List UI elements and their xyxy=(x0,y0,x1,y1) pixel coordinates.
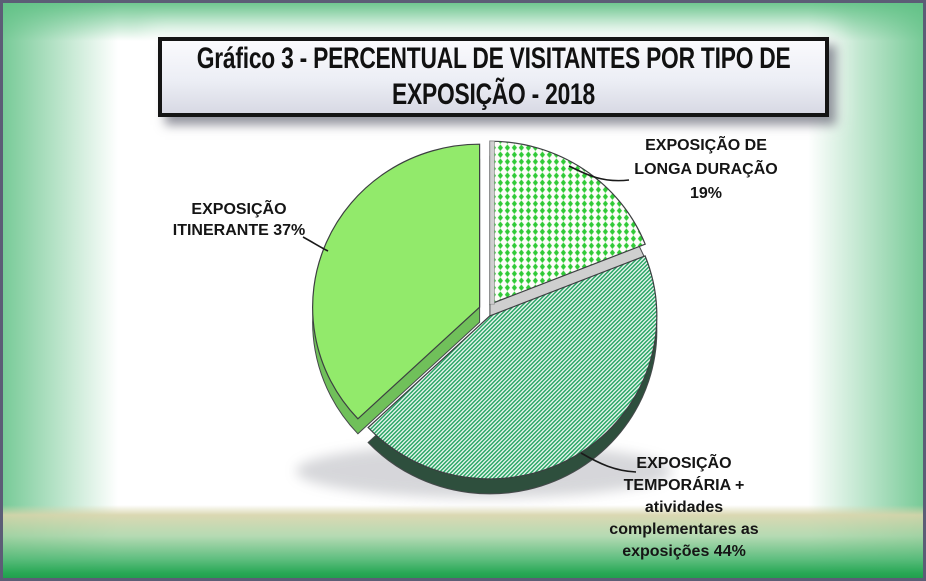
leader-line-itinerante xyxy=(302,236,329,252)
pie-slices xyxy=(312,140,658,495)
slice-label-longa-duracao: EXPOSIÇÃO DE LONGA DURAÇÃO 19% xyxy=(616,134,796,206)
slice-label-temporaria-line-2: TEMPORÁRIA + xyxy=(623,477,745,494)
pie-slice-temporaria xyxy=(367,255,658,480)
pie-slice-longa-duracao-inner-wall xyxy=(489,140,495,305)
slice-label-itinerante: EXPOSIÇÃO ITINERANTE 37% xyxy=(149,199,329,241)
chart-title-line-2: EXPOSIÇÃO - 2018 xyxy=(392,78,595,111)
pie-chart xyxy=(296,140,672,498)
leader-line-temporaria xyxy=(580,452,637,473)
slice-label-temporaria-line-3: atividades xyxy=(644,499,724,516)
slice-label-temporaria-line-4: complementares as xyxy=(609,521,759,538)
slice-label-itinerante-line-1: EXPOSIÇÃO xyxy=(191,201,287,218)
slice-label-longa-duracao-line-2: LONGA DURAÇÃO xyxy=(634,161,778,178)
slice-label-temporaria: EXPOSIÇÃO TEMPORÁRIA + atividades comple… xyxy=(584,453,784,563)
chart-title-line-1: Gráfico 3 - PERCENTUAL DE VISITANTES POR… xyxy=(196,42,791,75)
slice-label-longa-duracao-value: 19% xyxy=(689,185,723,202)
pie-slice-longa-duracao xyxy=(489,140,646,306)
slice-label-itinerante-line-2: ITINERANTE 37% xyxy=(172,222,306,239)
leader-line-longa-duracao xyxy=(568,165,630,182)
slice-label-temporaria-line-5: exposições 44% xyxy=(622,543,746,560)
slice-label-temporaria-line-1: EXPOSIÇÃO xyxy=(636,455,732,472)
slice-label-longa-duracao-line-1: EXPOSIÇÃO DE xyxy=(645,137,767,154)
chart-title-box: Gráfico 3 - PERCENTUAL DE VISITANTES POR… xyxy=(158,37,829,117)
pie-slice-itinerante xyxy=(312,143,481,420)
